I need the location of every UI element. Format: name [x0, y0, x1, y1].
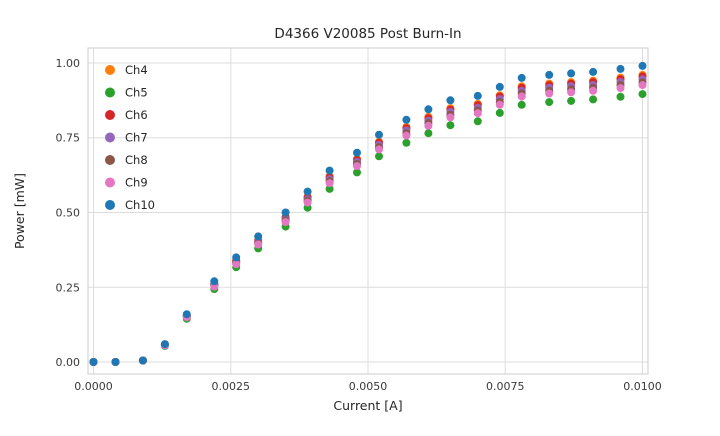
data-point — [325, 184, 334, 193]
legend-label: Ch6 — [125, 108, 148, 122]
data-point — [210, 277, 219, 286]
data-point — [325, 166, 334, 175]
data-point — [353, 168, 361, 177]
data-point — [446, 113, 455, 122]
data-point — [517, 73, 526, 82]
legend-item-ch6: Ch6 — [105, 108, 148, 122]
data-point — [567, 88, 576, 97]
data-point — [325, 179, 334, 188]
data-point — [232, 260, 241, 269]
data-point — [517, 100, 526, 109]
data-point — [589, 95, 598, 104]
legend-marker — [105, 155, 115, 165]
data-point — [545, 98, 554, 107]
legend-marker — [105, 65, 115, 75]
data-point — [638, 61, 647, 70]
y-tick-label: 0.00 — [56, 356, 81, 369]
legend-marker — [105, 200, 115, 210]
legend-item-ch5: Ch5 — [105, 86, 148, 100]
chart-title: D4366 V20085 Post Burn-In — [274, 26, 461, 42]
legend-label: Ch9 — [125, 176, 148, 190]
legend: Ch4 Ch5 Ch6 Ch7 Ch8 Ch9 Ch10 — [105, 63, 155, 212]
data-point — [446, 121, 455, 130]
data-point — [495, 108, 504, 117]
data-point — [303, 198, 312, 207]
legend-label: Ch7 — [125, 131, 148, 145]
data-point — [473, 109, 482, 118]
data-point — [545, 89, 554, 98]
y-tick-label: 0.50 — [56, 206, 81, 219]
x-tick-label: 0.0050 — [349, 380, 388, 393]
x-tick-label: 0.0000 — [74, 380, 113, 393]
data-point — [616, 84, 625, 93]
legend-item-ch9: Ch9 — [105, 176, 148, 190]
legend-item-ch7: Ch7 — [105, 131, 148, 145]
y-axis-label: Power [mW] — [12, 173, 27, 249]
legend-marker — [105, 87, 115, 98]
data-point — [402, 138, 411, 147]
plot-border — [87, 47, 649, 375]
data-point — [402, 131, 411, 140]
data-point — [545, 70, 554, 79]
y-tick-label: 0.25 — [56, 281, 81, 294]
x-axis-label: Current [A] — [333, 398, 402, 413]
legend-item-ch4: Ch4 — [105, 63, 148, 77]
data-point — [375, 130, 383, 139]
data-point — [424, 129, 433, 138]
data-point — [111, 358, 120, 366]
x-tick-label: 0.0075 — [486, 380, 525, 393]
y-tick-label: 0.75 — [56, 132, 81, 145]
data-point — [402, 115, 411, 124]
data-point — [281, 208, 290, 217]
x-tick-label: 0.0100 — [623, 380, 662, 393]
x-tick-label: 0.0025 — [211, 380, 250, 393]
data-point — [638, 81, 647, 90]
data-point — [567, 96, 576, 105]
data-point — [138, 356, 147, 365]
data-point — [232, 253, 241, 262]
legend-label: Ch10 — [125, 198, 155, 212]
legend-marker — [105, 177, 115, 188]
data-point — [303, 187, 312, 196]
data-point — [517, 92, 526, 101]
data-point — [424, 105, 433, 114]
data-point — [473, 91, 482, 100]
legend-label: Ch5 — [125, 86, 148, 100]
legend-marker — [105, 110, 115, 120]
series-ch10 — [89, 61, 647, 366]
data-point — [638, 90, 647, 99]
legend-label: Ch8 — [125, 153, 148, 167]
data-points — [89, 61, 647, 366]
data-point — [616, 64, 625, 73]
data-point — [254, 232, 263, 241]
legend-marker — [105, 132, 115, 143]
data-point — [589, 67, 598, 76]
legend-item-ch8: Ch8 — [105, 153, 148, 167]
data-point — [160, 340, 169, 349]
data-point — [353, 162, 361, 171]
y-tick-label: 1.00 — [56, 57, 81, 70]
data-point — [495, 100, 504, 109]
grid-lines — [88, 48, 648, 374]
legend-label: Ch4 — [125, 63, 148, 77]
data-point — [375, 145, 383, 154]
data-point — [375, 152, 383, 161]
data-point — [446, 96, 455, 105]
data-point — [182, 310, 191, 319]
data-point — [254, 240, 263, 249]
data-point — [424, 121, 433, 130]
data-point — [281, 218, 290, 227]
data-point — [89, 358, 98, 366]
axis-ticks: 0.0000 0.0025 0.0050 0.0075 0.0100 0.00 0.25 0.… — [56, 57, 662, 393]
data-point — [616, 92, 625, 101]
legend-item-ch10: Ch10 — [105, 198, 155, 212]
data-point — [567, 69, 576, 78]
data-point — [473, 117, 482, 126]
data-point — [589, 86, 598, 95]
data-point — [495, 82, 504, 91]
data-point — [353, 148, 361, 157]
